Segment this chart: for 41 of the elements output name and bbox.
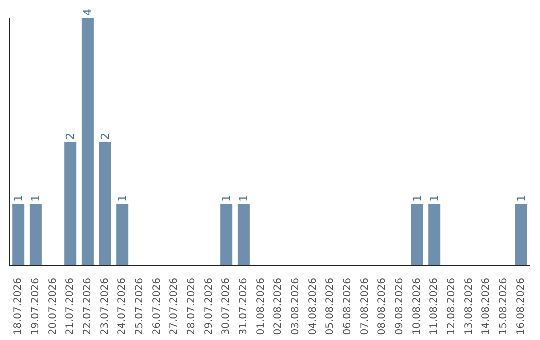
x-tick-label: 26.07.2026 [152,278,163,336]
x-tick-label: 22.07.2026 [82,278,94,336]
x-tick-label: 24.07.2026 [117,278,128,336]
data-label: 1 [29,195,42,202]
x-tick-label: 04.08.2026 [308,278,319,336]
x-tick-label: 14.08.2026 [481,278,492,336]
data-label: 4 [81,9,94,16]
x-tick-label: 20.07.2026 [48,278,59,336]
x-tick-label: 15.08.2026 [498,278,510,336]
data-label: 1 [12,195,26,202]
x-tick-label: 03.08.2026 [290,278,302,336]
x-tick-label: 01.08.2026 [256,278,267,336]
x-tick-label: 08.08.2026 [377,278,388,336]
x-tick-label: 30.07.2026 [221,278,232,336]
x-tick-label: 18.07.2026 [13,278,24,336]
x-tick-label: 21.07.2026 [65,278,76,336]
x-tick-label: 19.07.2026 [30,278,42,336]
x-tick-label: 10.08.2026 [412,278,423,336]
data-label: 1 [428,195,442,202]
data-label: 1 [220,195,234,202]
x-tick-label: 12.08.2026 [446,278,458,336]
x-tick-label: 07.08.2026 [360,278,371,336]
x-tick-label: 31.07.2026 [238,278,250,336]
x-tick-label: 11.08.2026 [429,278,440,336]
x-tick-label: 05.08.2026 [325,278,336,336]
x-tick-label: 25.07.2026 [134,278,146,336]
x-tick-label: 06.08.2026 [342,278,354,336]
data-label: 1 [116,195,130,202]
x-tick-label: 29.07.2026 [204,278,215,336]
x-tick-label: 13.08.2026 [464,278,475,336]
x-tick-label: 23.07.2026 [100,278,111,336]
x-tick-label: 16.08.2026 [516,278,527,336]
x-tick-label: 27.07.2026 [169,278,180,336]
x-tick-label: 28.07.2026 [186,278,198,336]
data-label: 1 [410,195,424,202]
data-label: 2 [64,133,78,140]
data-label: 1 [237,195,250,202]
x-tick-label: 02.08.2026 [273,278,284,336]
data-label: 1 [514,195,528,202]
x-tick-label: 09.08.2026 [394,278,406,336]
data-label: 2 [98,133,112,140]
